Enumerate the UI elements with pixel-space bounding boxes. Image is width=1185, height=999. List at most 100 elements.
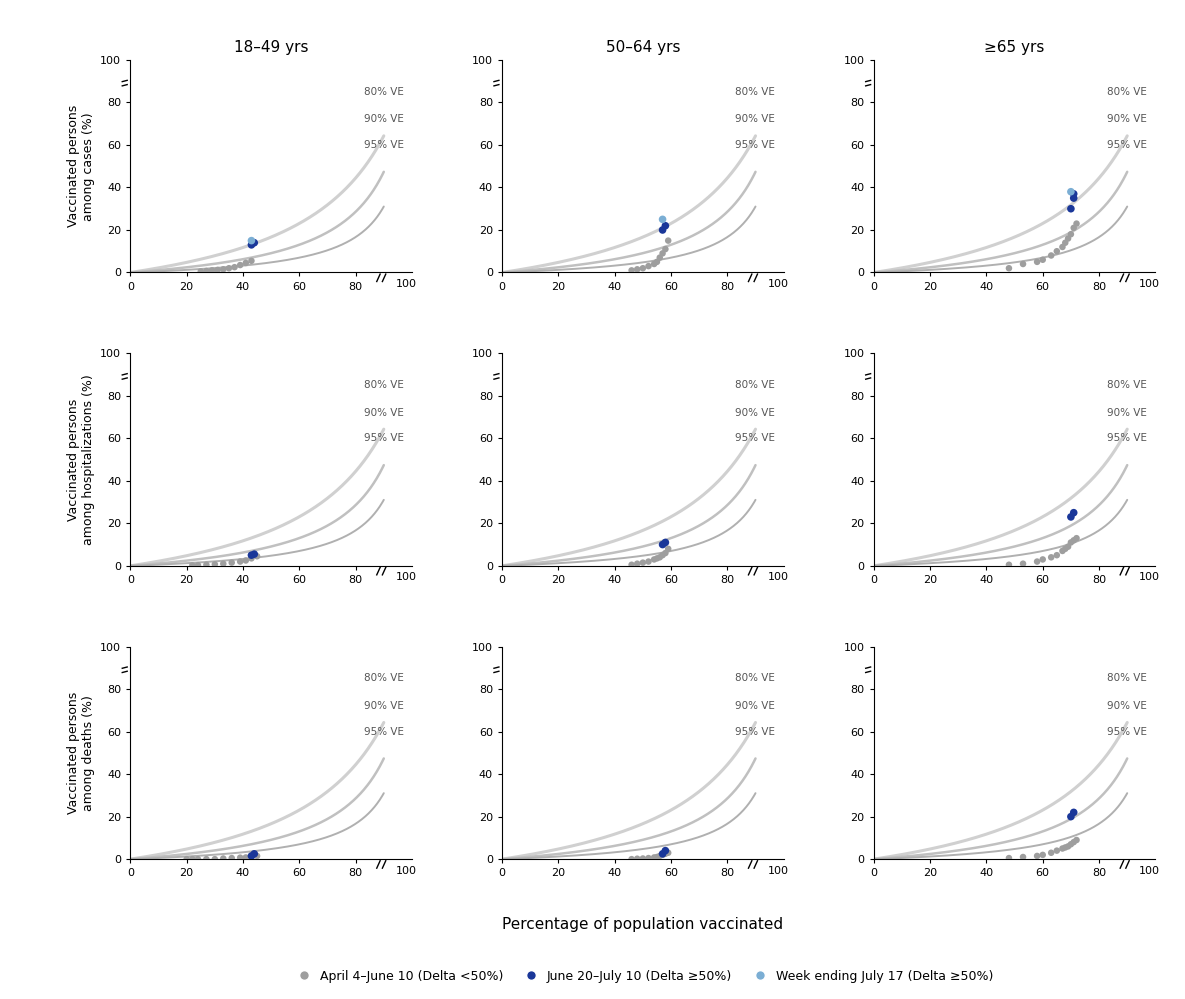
Point [1062,534,1081,550]
Point [205,851,224,867]
Point [659,540,678,556]
Point [248,848,267,864]
Text: 90% VE: 90% VE [364,408,404,418]
Point [1062,508,1081,524]
Point [1064,532,1083,548]
Point [656,241,675,257]
Point [1064,186,1083,202]
Point [653,536,672,552]
Point [1056,839,1075,855]
Point [653,847,672,863]
Point [191,264,210,280]
Point [647,849,666,865]
Text: 100: 100 [396,865,417,875]
Point [242,237,261,253]
Point [622,556,641,572]
Text: 100: 100 [768,572,788,582]
Point [231,257,250,273]
Text: 90% VE: 90% VE [364,115,404,125]
Point [213,555,232,571]
Text: 95% VE: 95% VE [364,140,404,150]
Point [1042,549,1061,565]
Point [1066,530,1085,546]
Point [1048,547,1066,563]
Text: 80% VE: 80% VE [736,673,775,683]
Point [182,851,201,867]
Point [1058,231,1077,247]
Point [1062,226,1081,242]
Text: 95% VE: 95% VE [364,434,404,444]
Point [1064,834,1083,850]
Point [633,850,652,866]
Point [242,849,261,865]
Point [245,235,264,251]
Text: 80% VE: 80% VE [364,87,404,97]
Point [1048,842,1066,858]
Text: 95% VE: 95% VE [1107,726,1147,736]
Text: Percentage of population vaccinated: Percentage of population vaccinated [501,916,783,932]
Point [197,851,216,867]
Text: 100: 100 [1139,865,1160,875]
Point [1027,254,1046,270]
Point [633,554,652,570]
Point [622,851,641,867]
Text: 95% VE: 95% VE [735,726,775,736]
Point [197,263,216,279]
Point [645,849,664,865]
Point [1033,252,1052,268]
Text: 100: 100 [768,865,788,875]
Point [656,534,675,550]
Text: 90% VE: 90% VE [1107,701,1147,711]
Point [647,550,666,566]
Point [628,851,647,867]
Text: 95% VE: 95% VE [1107,434,1147,444]
Point [651,848,670,864]
Point [1053,542,1072,558]
Point [659,845,678,861]
Point [653,246,672,262]
Text: 80% VE: 80% VE [364,381,404,391]
Text: 100: 100 [1139,572,1160,582]
Point [1064,190,1083,206]
Text: 95% VE: 95% VE [364,726,404,736]
Point [1013,555,1032,571]
Point [236,552,255,568]
Point [653,212,672,228]
Point [242,233,261,249]
Text: 80% VE: 80% VE [1107,673,1147,683]
Point [223,850,242,866]
Text: 90% VE: 90% VE [1107,408,1147,418]
Point [659,233,678,249]
Point [1058,838,1077,854]
Point [1048,243,1066,259]
Point [1056,540,1075,556]
Point [1058,538,1077,554]
Point [178,851,197,867]
Point [999,556,1018,572]
Point [209,262,228,278]
Point [219,261,238,277]
Point [242,550,261,566]
Point [1033,847,1052,863]
Point [188,557,207,573]
Point [245,846,264,862]
Point [182,557,201,573]
Point [1042,248,1061,264]
Point [242,848,261,864]
Point [197,556,216,572]
Text: 100: 100 [768,279,788,289]
Point [1027,848,1046,864]
Point [1064,504,1083,520]
Point [656,846,675,862]
Point [1013,256,1032,272]
Point [205,556,224,572]
Point [999,261,1018,277]
Text: 95% VE: 95% VE [735,434,775,444]
Point [656,545,675,561]
Point [628,262,647,278]
Point [1062,184,1081,200]
Point [236,849,255,865]
Text: 80% VE: 80% VE [1107,87,1147,97]
Text: 100: 100 [396,279,417,289]
Point [1033,551,1052,567]
